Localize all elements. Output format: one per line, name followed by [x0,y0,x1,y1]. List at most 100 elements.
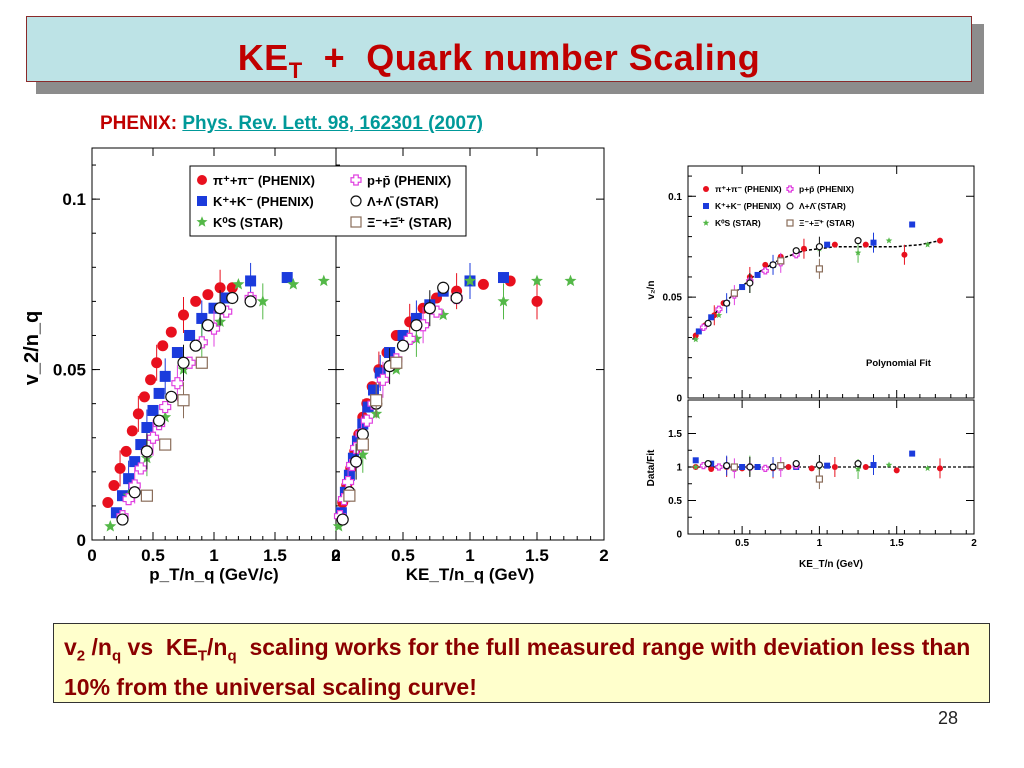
y-tick-label: 0 [77,531,86,550]
data-point [936,465,943,472]
x-tick-label: 1.5 [890,538,904,549]
data-point [120,445,132,457]
data-point [129,456,141,468]
data-point [704,319,712,327]
data-point [159,370,171,382]
data-point [708,466,715,473]
data-point [356,428,369,441]
x-tick-label: 2 [971,538,977,549]
data-point [531,295,543,307]
data-point [808,465,815,472]
data-point [746,279,754,287]
data-point [153,414,166,427]
data-point [777,462,785,470]
data-point [226,282,238,294]
data-point [870,461,877,468]
data-point [885,237,893,244]
legend-label: Λ+Λ̄ (STAR) [799,201,846,211]
data-point [145,374,157,386]
x-tick-label: 0.5 [391,546,415,565]
data-point [336,513,349,526]
data-point [184,329,196,341]
data-point [368,384,380,396]
data-point [854,460,862,468]
data-point [116,513,129,526]
legend-label: p+p̄ (PHENIX) [799,184,854,194]
data-point [909,450,916,457]
legend-marker [350,174,362,186]
x-axis-title-right: KE_T/n (GeV) [799,559,863,570]
x-tick-label: 2 [599,546,608,565]
data-point [157,340,169,352]
data-point [754,464,761,470]
data-point [350,455,363,468]
data-point [815,461,824,469]
legend-marker [197,196,207,206]
plot-right-top: 0 0.05 0.1 [663,165,975,405]
y-tick-label: 0.05 [53,361,86,380]
legend-marker [702,219,710,226]
data-point [362,401,374,413]
data-point [777,257,785,265]
data-point [410,312,422,324]
y-tick-label: 0.05 [663,293,683,304]
note-part2: /n [85,634,112,660]
data-point [564,274,577,287]
data-point [723,299,731,307]
legend-frame [189,165,467,237]
data-point [140,445,154,458]
y-axis-title-left: v_2/n_q [21,311,43,385]
data-point [497,295,510,307]
data-point [102,497,114,509]
data-point [761,267,769,275]
data-point [924,464,931,472]
data-point [924,241,931,248]
reference-link[interactable]: Phys. Rev. Lett. 98, 162301 (2007) [182,113,484,134]
note-sub2: q [111,647,122,665]
data-point [202,289,214,301]
fit-annotation: Polynomial Fit [866,358,932,369]
data-point [208,302,220,314]
data-point [692,457,699,464]
y-tick-label: 0.1 [62,190,86,209]
data-point [815,265,824,273]
data-point [140,489,154,502]
x-tick-label: 0.5 [141,546,165,565]
data-point [437,308,450,321]
data-point [715,305,723,313]
note-sub1: 2 [76,647,86,665]
data-point [159,438,172,451]
data-point [226,291,239,305]
legend-label: K⁰S (STAR) [213,215,283,230]
data-point [177,394,190,407]
data-point [141,422,153,434]
data-point [108,479,120,491]
page-number: 28 [938,708,959,728]
y-tick-label: 1.5 [668,429,682,440]
data-point [761,464,769,472]
data-point [854,249,862,256]
note-part1: v [64,634,77,660]
legend: π⁺+π⁻ (PHENIX) p+p̄ (PHENIX) K⁺+K⁻ (PHENIX… [702,184,855,228]
data-point [132,408,144,420]
legend-label: Ξ⁻+Ξ̄⁺ (STAR) [799,218,855,228]
data-point [147,404,159,416]
data-point [854,237,862,245]
x-tick-label: 1.5 [525,546,549,565]
legend-marker [350,195,362,207]
note-sub3: T [197,647,208,665]
data-point [171,347,183,359]
data-point [287,278,300,290]
plot-frame [687,165,975,399]
title-main: KE [237,37,289,78]
slide-title: KET + Quark number Scaling [27,37,971,84]
data-point [862,464,869,470]
conclusion-box: v2 /nq vs KET/nq scaling works for the f… [53,623,990,703]
data-point [708,314,715,321]
y-tick-label: 0 [676,530,682,541]
data-point [909,221,916,228]
data-point [936,237,943,244]
x-tick-label: 0 [87,546,96,565]
data-point [220,292,232,304]
title-subscript: T [288,58,303,84]
